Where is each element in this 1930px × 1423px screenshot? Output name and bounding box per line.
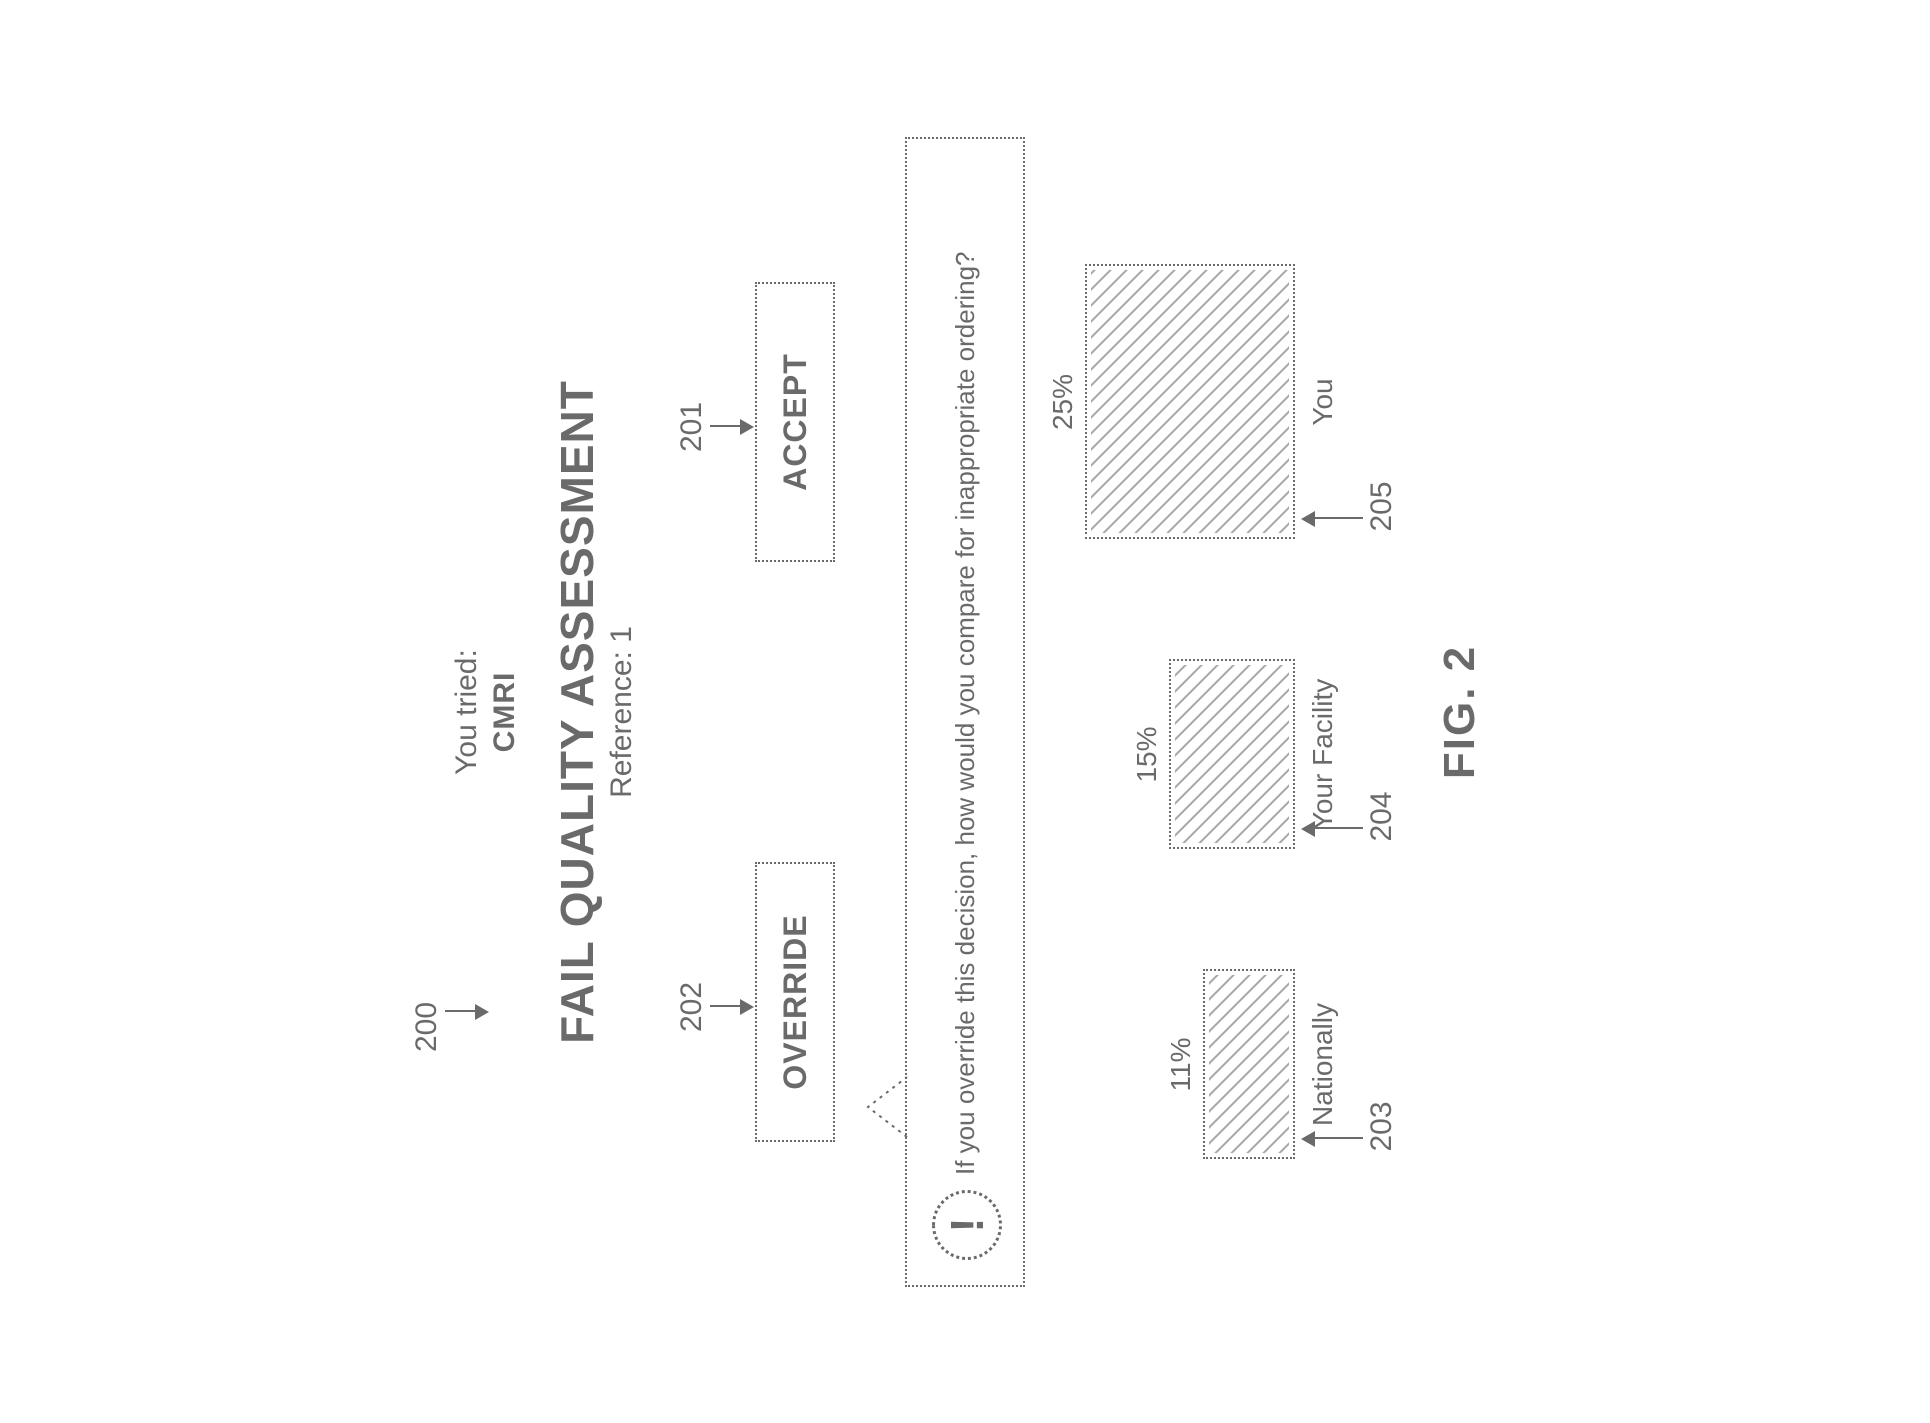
figure-label: FIG. 2	[1435, 644, 1485, 778]
override-button[interactable]: OVERRIDE	[755, 862, 835, 1142]
bar-value-2: 25%	[1047, 373, 1079, 429]
assessment-title: FAIL QUALITY ASSESSMENT	[550, 380, 604, 1044]
bar-you	[1085, 264, 1295, 539]
ref-arrow-204-head	[1301, 821, 1315, 837]
accept-button-label: ACCEPT	[777, 353, 814, 491]
tried-value: CMRI	[488, 671, 522, 752]
ref-arrow-205-head	[1301, 511, 1315, 527]
ref-label-204: 204	[1365, 791, 1399, 841]
ref-arrow-202-line	[710, 1005, 740, 1007]
ref-arrow-201-head	[740, 419, 754, 435]
override-callout: ! If you override this decision, how wou…	[905, 137, 1025, 1287]
bar-label-2: You	[1307, 378, 1339, 425]
ref-arrow-203-head	[1301, 1131, 1315, 1147]
ref-arrow-200-head	[475, 1004, 489, 1020]
ref-arrow-205-line	[1315, 517, 1363, 519]
reference-subtitle: Reference: 1	[605, 626, 639, 798]
bar-nationally	[1203, 969, 1295, 1159]
bar-your-facility	[1169, 659, 1295, 849]
ref-label-200: 200	[410, 1001, 444, 1051]
exclamation-icon: !	[932, 1190, 1002, 1260]
ref-arrow-202-head	[740, 999, 754, 1015]
bar-value-0: 11%	[1165, 1037, 1197, 1091]
override-button-label: OVERRIDE	[777, 914, 814, 1089]
ref-label-202: 202	[675, 981, 709, 1031]
bar-value-1: 15%	[1131, 726, 1163, 782]
ref-arrow-204-line	[1315, 827, 1363, 829]
ref-arrow-201-line	[710, 425, 740, 427]
you-tried-label: You tried:	[450, 649, 484, 775]
ref-label-205: 205	[1365, 481, 1399, 531]
bar-label-0: Nationally	[1307, 1003, 1339, 1126]
bar-label-1: Your Facility	[1307, 678, 1339, 829]
ref-arrow-203-line	[1315, 1137, 1363, 1139]
callout-tail	[868, 1077, 910, 1137]
ref-label-203: 203	[1365, 1101, 1399, 1151]
accept-button[interactable]: ACCEPT	[755, 282, 835, 562]
ref-arrow-200-line	[445, 1010, 475, 1012]
callout-text: If you override this decision, how would…	[950, 251, 981, 1175]
ref-label-201: 201	[675, 401, 709, 451]
